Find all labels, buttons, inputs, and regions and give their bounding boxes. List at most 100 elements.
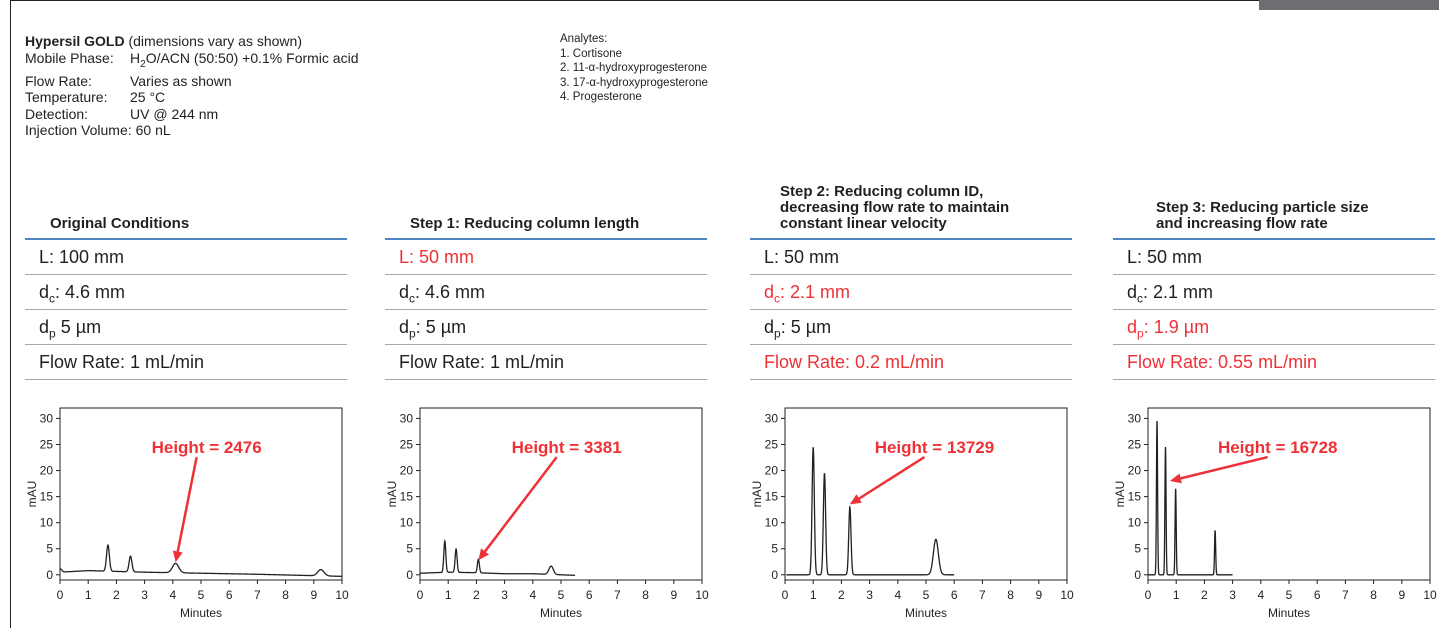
- analyte-item: 4. Progesterone: [560, 91, 642, 103]
- x-tick-label: 4: [169, 588, 176, 602]
- detection-value: UV @ 244 nm: [130, 105, 219, 122]
- param-column-id: dc: 4.6 mm: [385, 275, 707, 310]
- plot-frame: [784, 407, 1068, 581]
- injection-volume-value: 60 nL: [135, 122, 171, 139]
- height-arrow: [484, 456, 558, 553]
- chromatogram-original: 0 5 10 15 20 25 30 0 1 2 3 4 5 6 7 8 9 10 Minutes mAU Height…: [25, 407, 349, 629]
- panel-heading: Step 1: Reducing column length: [385, 170, 707, 240]
- y-tick-label: 5: [406, 542, 413, 556]
- y-tick-label: 20: [40, 464, 54, 478]
- chromatogram-trace: [1148, 420, 1233, 576]
- x-tick-label: 1: [1173, 588, 1180, 602]
- panel-step-3: Step 3: Reducing particle size and increa…: [1113, 170, 1435, 380]
- column-name: Hypersil GOLD: [25, 33, 125, 49]
- height-arrow-head: [1169, 473, 1182, 484]
- chromatogram-svg: 0 5 10 15 20 25 30 0 1 2 3 4 5 6 7 8 9 10 Minutes mAU Height…: [25, 407, 349, 620]
- param-length: L: 50 mm: [750, 240, 1072, 275]
- x-tick-label: 9: [310, 588, 317, 602]
- y-tick-label: 25: [40, 437, 54, 451]
- injection-volume-label: Injection Volume:: [25, 122, 132, 139]
- x-tick-label: 10: [695, 588, 709, 602]
- y-tick-label: 30: [40, 411, 54, 425]
- param-particle-size: dp: 1.9 µm: [1113, 310, 1435, 345]
- mobile-phase-value: H2O/ACN (50:50) +0.1% Formic acid: [130, 49, 359, 70]
- chromatogram-svg: 0 5 10 15 20 25 30 0 1 2 3 4 5 6 7 8 9 10 Minutes mAU Height…: [385, 407, 709, 620]
- flow-rate-value: Varies as shown: [130, 72, 232, 89]
- x-tick-label: 10: [1060, 588, 1074, 602]
- param-length: L: 50 mm: [1113, 240, 1435, 275]
- x-tick-label: 4: [1257, 588, 1264, 602]
- x-tick-label: 1: [810, 588, 817, 602]
- y-tick-label: 15: [1128, 490, 1142, 504]
- panel-original: Original Conditions L: 100 mm dc: 4.6 mm…: [25, 170, 347, 380]
- x-tick-label: 7: [254, 588, 261, 602]
- y-tick-label: 10: [765, 516, 779, 530]
- y-tick-label: 10: [400, 516, 414, 530]
- chromatogram-trace: [420, 539, 576, 576]
- y-tick-label: 30: [1128, 411, 1142, 425]
- x-tick-label: 5: [923, 588, 930, 602]
- plot-frame: [59, 407, 343, 581]
- y-tick-label: 20: [1128, 464, 1142, 478]
- param-column-id: dc: 4.6 mm: [25, 275, 347, 310]
- y-tick-label: 10: [40, 516, 54, 530]
- param-flow-rate: Flow Rate: 1 mL/min: [25, 345, 347, 380]
- x-tick-label: 2: [113, 588, 120, 602]
- x-tick-label: 4: [529, 588, 536, 602]
- chromatogram-step-1: 0 5 10 15 20 25 30 0 1 2 3 4 5 6 7 8 9 10 Minutes mAU Height…: [385, 407, 709, 629]
- x-tick-label: 8: [642, 588, 649, 602]
- mobile-phase-row: Mobile Phase: H2O/ACN (50:50) +0.1% Form…: [25, 50, 358, 73]
- x-tick-label: 0: [57, 588, 64, 602]
- chromatogram-step-2: 0 5 10 15 20 25 30 0 1 2 3 4 5 6 7 8 9 10 Minutes mAU Height…: [750, 407, 1074, 629]
- panel-heading: Original Conditions: [25, 170, 347, 240]
- y-axis-label: mAU: [385, 481, 399, 508]
- y-tick-label: 20: [400, 464, 414, 478]
- param-length: L: 100 mm: [25, 240, 347, 275]
- y-tick-label: 0: [406, 568, 413, 582]
- x-tick-label: 9: [1035, 588, 1042, 602]
- y-tick-label: 0: [771, 568, 778, 582]
- x-tick-label: 5: [198, 588, 205, 602]
- conditions-block: Hypersil GOLD (dimensions vary as shown)…: [25, 33, 358, 139]
- panel-heading: Step 3: Reducing particle size and increa…: [1113, 170, 1435, 240]
- y-tick-label: 30: [400, 411, 414, 425]
- x-tick-label: 6: [586, 588, 593, 602]
- x-axis-label: Minutes: [1268, 606, 1310, 620]
- x-tick-label: 9: [670, 588, 677, 602]
- x-tick-label: 8: [1007, 588, 1014, 602]
- y-axis-label: mAU: [750, 481, 764, 508]
- x-tick-label: 3: [866, 588, 873, 602]
- analyte-item: 1. Cortisone: [560, 47, 623, 60]
- x-tick-label: 5: [1286, 588, 1293, 602]
- plot-frame: [1147, 407, 1431, 581]
- x-tick-label: 4: [894, 588, 901, 602]
- temperature-row: Temperature: 25 °C: [25, 89, 358, 106]
- y-axis-label: mAU: [25, 481, 39, 508]
- param-particle-size: dp: 5 µm: [750, 310, 1072, 345]
- height-arrow: [858, 456, 926, 500]
- x-tick-label: 1: [445, 588, 452, 602]
- x-axis-label: Minutes: [905, 606, 947, 620]
- injection-volume-row: Injection Volume: 60 nL: [25, 122, 358, 139]
- temperature-value: 25 °C: [130, 89, 166, 106]
- param-length: L: 50 mm: [385, 240, 707, 275]
- y-tick-label: 20: [765, 464, 779, 478]
- column-name-note: (dimensions vary as shown): [124, 33, 302, 49]
- analyte-item: 3. 17-α-hydroxyprogesterone: [560, 76, 708, 89]
- figure-frame: [10, 0, 1438, 628]
- param-particle-size: dp 5 µm: [25, 310, 347, 345]
- x-tick-label: 1: [85, 588, 92, 602]
- x-tick-label: 8: [1370, 588, 1377, 602]
- x-tick-label: 5: [558, 588, 565, 602]
- y-tick-label: 15: [40, 490, 54, 504]
- x-tick-label: 0: [1145, 588, 1152, 602]
- x-tick-label: 8: [282, 588, 289, 602]
- y-tick-label: 5: [1134, 542, 1141, 556]
- chromatogram-svg: 0 5 10 15 20 25 30 0 1 2 3 4 5 6 7 8 9 10 Minutes mAU Height…: [750, 407, 1074, 620]
- x-tick-label: 10: [1423, 588, 1437, 602]
- param-flow-rate: Flow Rate: 1 mL/min: [385, 345, 707, 380]
- x-tick-label: 6: [1314, 588, 1321, 602]
- x-tick-label: 7: [979, 588, 986, 602]
- chromatogram-svg: 0 5 10 15 20 25 30 0 1 2 3 4 5 6 7 8 9 10 Minutes mAU Height…: [1113, 407, 1437, 620]
- analytes-title: Analytes:: [560, 33, 608, 45]
